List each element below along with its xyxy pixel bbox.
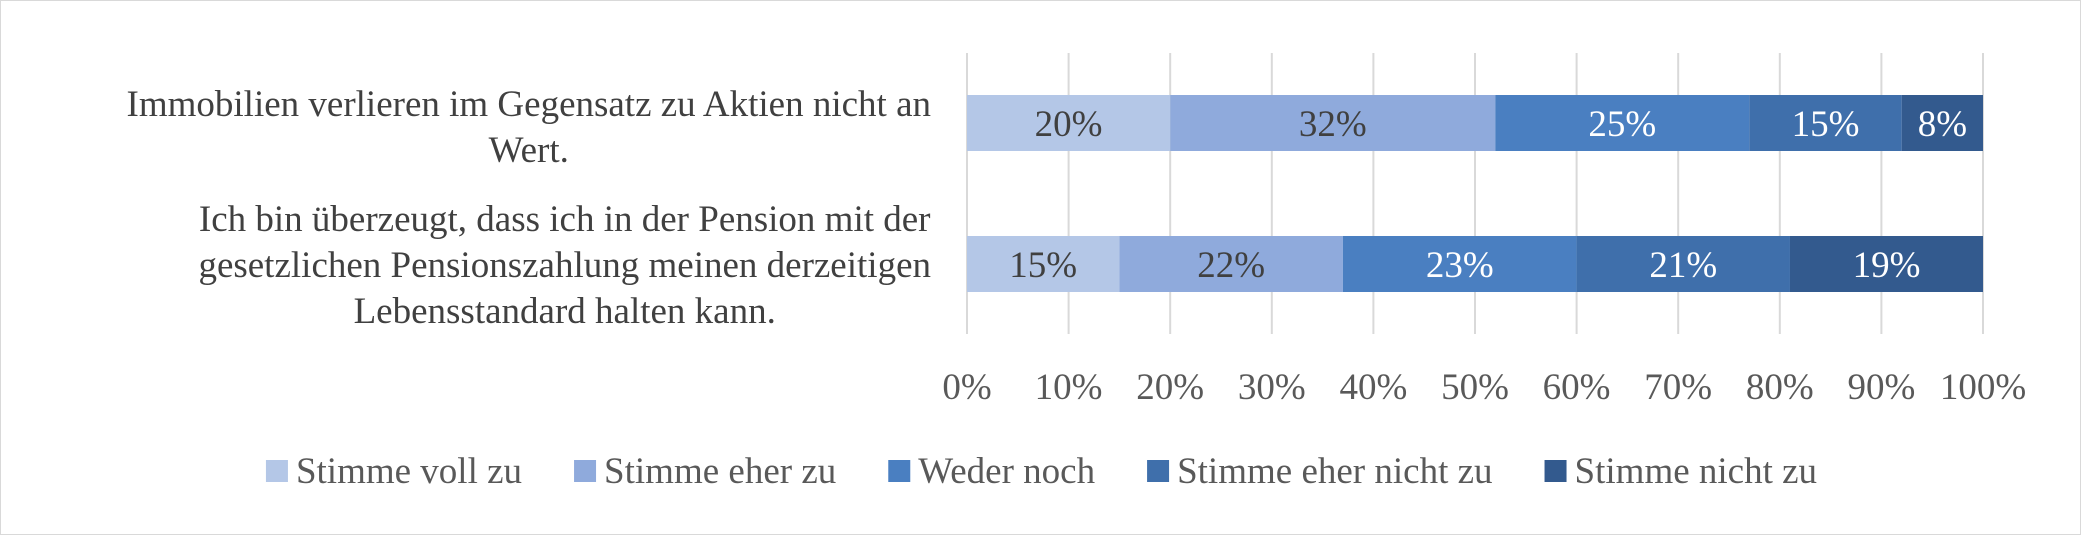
legend-swatch	[574, 460, 597, 482]
x-tick-label: 60%	[1543, 367, 1611, 408]
x-tick-label: 100%	[1940, 367, 2026, 408]
legend-swatch	[265, 460, 288, 482]
bar-segment-1-5	[1901, 95, 1983, 151]
bar-segment-1-4	[1749, 95, 1902, 151]
x-tick-label: 30%	[1238, 367, 1306, 408]
legend-item-1: Stimme voll zu	[265, 451, 522, 492]
legend-item-4: Stimme eher nicht zu	[1147, 451, 1493, 492]
legend-swatch	[1544, 460, 1567, 482]
data-label-1-5: 8%	[1918, 104, 1967, 145]
legend-item-2: Stimme eher zu	[574, 451, 836, 492]
legend-label: Stimme voll zu	[296, 451, 522, 492]
data-label-2-5: 19%	[1853, 245, 1921, 286]
bar-segment-2-5	[1789, 236, 1983, 292]
data-label-2-1: 15%	[1009, 245, 1077, 286]
x-tick-label: 10%	[1035, 367, 1103, 408]
x-axis-tick-labels: 0% 10% 20% 30% 40% 50% 60% 70% 80% 90% 100%	[942, 367, 2026, 408]
x-tick-label: 70%	[1644, 367, 1712, 408]
category-label-line: Ich bin überzeugt, dass ich in der Pensi…	[199, 199, 931, 240]
x-tick-label: 20%	[1136, 367, 1204, 408]
legend-swatch	[888, 460, 911, 482]
x-tick-label: 50%	[1441, 367, 1509, 408]
category-label-line: gesetzlichen Pensionszahlung meinen derz…	[198, 245, 931, 286]
legend-label: Stimme eher nicht zu	[1177, 451, 1492, 492]
category-labels: Immobilien verlieren im Gegensatz zu Akt…	[127, 84, 932, 332]
bar-segment-1-1	[967, 95, 1171, 151]
data-label-1-3: 25%	[1588, 104, 1656, 145]
bars: 20% 32% 25% 15% 8% 15% 22% 23% 21% 19%	[967, 95, 1983, 292]
x-tick-label: 40%	[1339, 367, 1407, 408]
legend-swatch	[1147, 460, 1170, 482]
category-label-line: Lebensstandard halten kann.	[354, 291, 776, 332]
data-label-2-4: 21%	[1649, 245, 1717, 286]
x-tick-label: 80%	[1746, 367, 1814, 408]
legend: Stimme voll zu Stimme eher zu Weder noch St…	[265, 451, 1818, 492]
data-label-1-1: 20%	[1035, 104, 1103, 145]
bar-segment-1-2	[1170, 95, 1496, 151]
data-label-2-2: 22%	[1197, 245, 1265, 286]
bar-segment-2-3	[1342, 236, 1577, 292]
bar-segment-2-4	[1576, 236, 1790, 292]
data-label-2-3: 23%	[1426, 245, 1494, 286]
legend-item-3: Weder noch	[888, 451, 1096, 492]
bar-segment-1-3	[1495, 95, 1750, 151]
category-label-line: Wert.	[489, 130, 569, 171]
bar-segment-2-1	[967, 236, 1120, 292]
legend-label: Stimme nicht zu	[1575, 451, 1818, 492]
data-label-1-4: 15%	[1792, 104, 1860, 145]
legend-item-5: Stimme nicht zu	[1544, 451, 1818, 492]
legend-label: Stimme eher zu	[604, 451, 836, 492]
category-label-1: Immobilien verlieren im Gegensatz zu Akt…	[127, 84, 932, 171]
data-label-1-2: 32%	[1299, 104, 1367, 145]
x-tick-label: 90%	[1847, 367, 1915, 408]
category-label-2: Ich bin überzeugt, dass ich in der Pensi…	[198, 199, 931, 332]
bar-segment-2-2	[1119, 236, 1343, 292]
legend-label: Weder noch	[918, 451, 1095, 492]
x-tick-label: 0%	[942, 367, 991, 408]
category-label-line: Immobilien verlieren im Gegensatz zu Akt…	[127, 84, 932, 125]
